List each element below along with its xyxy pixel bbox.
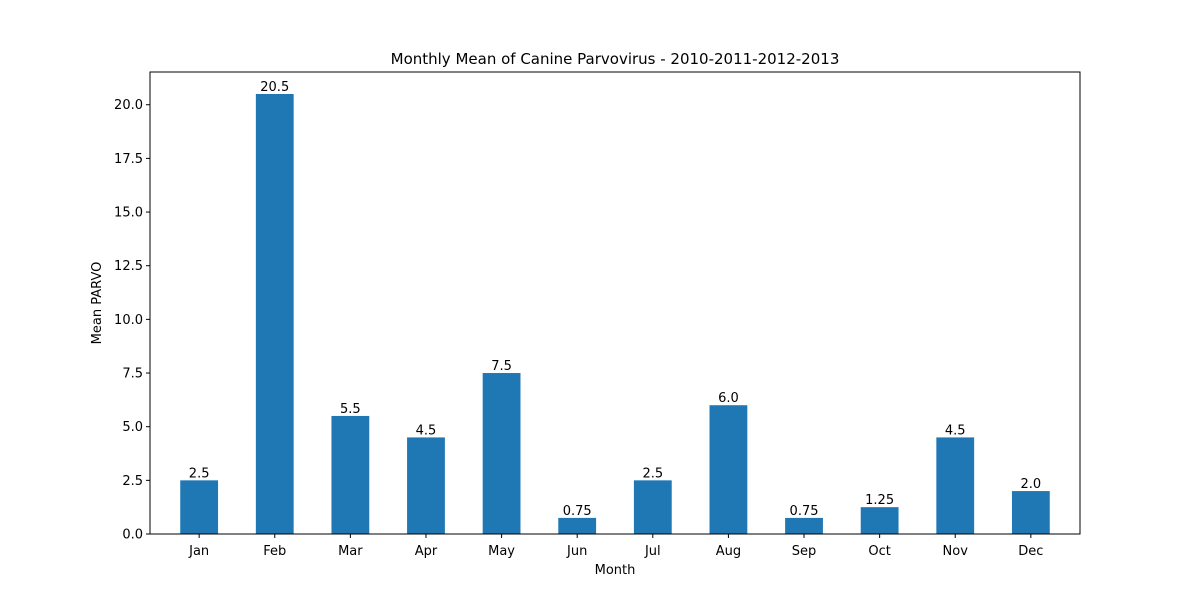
bar-oct: [860, 507, 899, 534]
y-tick-label: 17.5: [114, 152, 143, 167]
bar-value-label: 4.5: [945, 423, 966, 438]
bar-may: [482, 373, 521, 534]
x-tick-label: Jan: [188, 544, 209, 559]
bar-value-label: 20.5: [260, 80, 289, 95]
y-axis-label: Mean PARVO: [90, 262, 105, 345]
x-tick-label: Oct: [868, 544, 890, 559]
y-tick-label: 15.0: [114, 206, 143, 221]
bar-mar: [331, 415, 370, 534]
y-tick-label: 5.0: [122, 420, 143, 435]
x-tick-label: Jul: [644, 544, 661, 559]
bar-value-label: 2.5: [642, 466, 663, 481]
bar-value-label: 0.75: [790, 504, 819, 519]
x-tick-label: Apr: [415, 544, 438, 559]
x-axis: Jan Feb Mar Apr May Jun Jul Aug Sep Oct Nov Dec: [188, 534, 1043, 559]
bar-value-label: 6.0: [718, 391, 739, 406]
x-tick-label: Feb: [263, 544, 286, 559]
y-tick-label: 12.5: [114, 259, 143, 274]
bar-sep: [785, 517, 823, 534]
y-axis: 0.0 2.5 5.0 7.5 10.0 12.5 15.0 17.5 20.0: [114, 98, 150, 543]
bar-value-label: 7.5: [491, 359, 512, 374]
y-tick-label: 10.0: [114, 313, 143, 328]
bar-jan: [180, 480, 219, 534]
bars-group: [180, 94, 1050, 534]
bar-value-labels: 2.5 20.5 5.5 4.5 7.5 0.75 2.5 6.0 0.75 1.25 4.5 2.0: [189, 80, 1041, 519]
bar-aug: [709, 405, 748, 534]
x-tick-label: Nov: [943, 544, 969, 559]
y-tick-label: 7.5: [122, 367, 143, 382]
bar-feb: [255, 94, 294, 534]
bar-nov: [936, 437, 975, 534]
bar-value-label: 4.5: [416, 423, 437, 438]
x-tick-label: Dec: [1018, 544, 1043, 559]
x-tick-label: Sep: [792, 544, 817, 559]
bar-value-label: 1.25: [865, 493, 894, 508]
bar-jul: [633, 480, 672, 534]
bar-dec: [1011, 491, 1050, 534]
x-tick-label: May: [488, 544, 515, 559]
x-tick-label: Aug: [716, 544, 741, 559]
x-tick-label: Jun: [566, 544, 587, 559]
x-axis-label: Month: [595, 563, 636, 578]
y-tick-label: 0.0: [122, 528, 143, 543]
y-tick-label: 20.0: [114, 98, 143, 113]
plot-frame: [149, 71, 1081, 535]
bar-value-label: 2.0: [1021, 477, 1042, 492]
x-tick-label: Mar: [338, 544, 363, 559]
bar-apr: [407, 437, 445, 534]
bar-value-label: 5.5: [340, 402, 361, 417]
bar-jun: [558, 517, 597, 534]
chart-title: Monthly Mean of Canine Parvovirus - 2010…: [391, 50, 840, 68]
y-tick-label: 2.5: [122, 474, 143, 489]
bar-value-label: 2.5: [189, 466, 210, 481]
bar-value-label: 0.75: [563, 504, 592, 519]
